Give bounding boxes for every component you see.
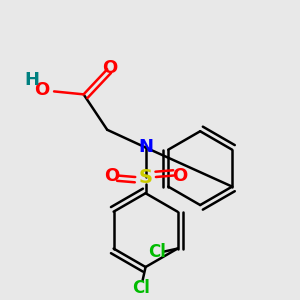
Text: S: S <box>139 167 153 187</box>
Text: H: H <box>24 70 39 88</box>
Text: O: O <box>103 59 118 77</box>
Text: Cl: Cl <box>132 279 150 297</box>
Text: N: N <box>138 139 153 157</box>
Text: O: O <box>34 81 50 99</box>
Text: O: O <box>172 167 187 184</box>
Text: O: O <box>104 167 119 184</box>
Text: Cl: Cl <box>148 242 166 260</box>
